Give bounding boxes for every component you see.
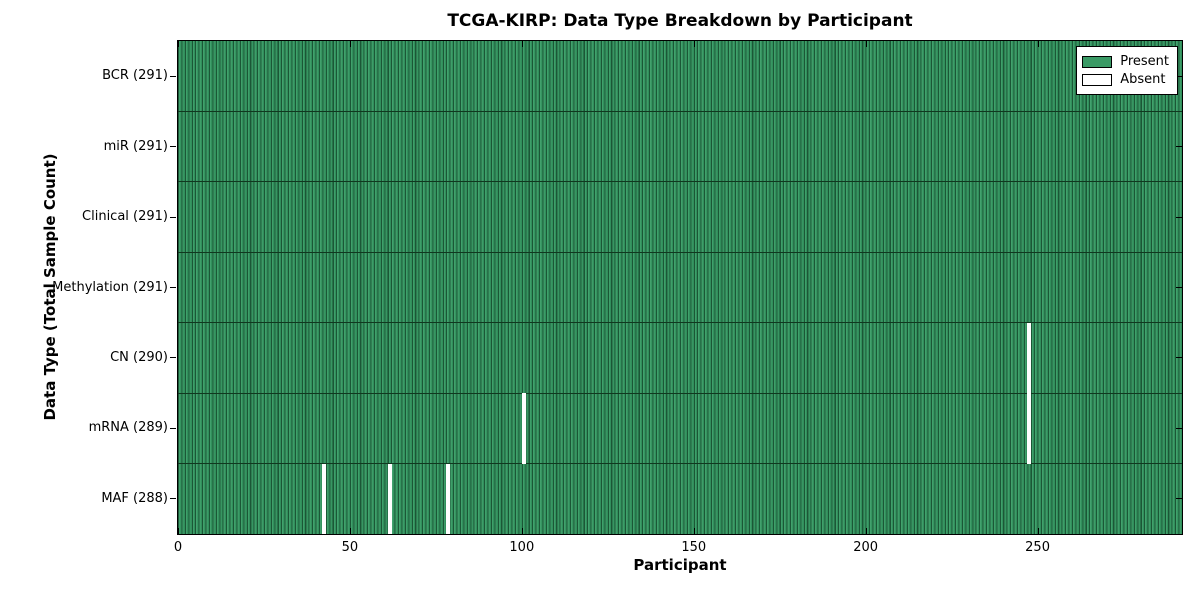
x-tick-label-100: 100 [509, 540, 535, 555]
legend-label: Present [1120, 54, 1169, 69]
x-tick-bottom-200 [865, 528, 867, 534]
y-tick-left [170, 216, 176, 218]
x-tick-label-200: 200 [853, 540, 879, 555]
legend-label: Absent [1120, 72, 1166, 87]
x-tick-top-100 [521, 41, 523, 47]
y-tick-label-Methylation: Methylation (291) [52, 279, 168, 295]
row-separator [178, 251, 1182, 253]
absent-bar-MAF-78 [446, 463, 451, 534]
plot-area: Present Absent [177, 40, 1183, 535]
row-separator [178, 463, 1182, 465]
x-tick-label-50: 50 [341, 540, 359, 555]
x-tick-top-150 [693, 41, 695, 47]
y-tick-left [170, 498, 176, 500]
absent-bar-MAF-61 [387, 463, 392, 534]
y-tick-right [1176, 146, 1182, 148]
y-tick-right [1176, 357, 1182, 359]
x-tick-top-200 [865, 41, 867, 47]
absent-bar-mRNA-100 [521, 393, 526, 464]
x-tick-bottom-150 [693, 528, 695, 534]
y-tick-left [170, 357, 176, 359]
legend-entry-present: Present [1082, 54, 1169, 69]
x-tick-bottom-100 [521, 528, 523, 534]
y-tick-left [170, 146, 176, 148]
y-tick-label-CN: CN (290) [110, 349, 168, 365]
y-tick-left [170, 427, 176, 429]
legend: Present Absent [1076, 46, 1178, 95]
y-tick-label-mRNA: mRNA (289) [88, 420, 168, 436]
absent-bar-CN-247 [1027, 322, 1032, 394]
x-tick-top-50 [349, 41, 351, 47]
x-tick-bottom-250 [1037, 528, 1039, 534]
x-tick-bottom-50 [349, 528, 351, 534]
x-tick-label-0: 0 [173, 540, 183, 555]
legend-swatch-present [1082, 55, 1113, 68]
y-tick-right [1176, 427, 1182, 429]
x-tick-label-150: 150 [681, 540, 707, 555]
x-tick-bottom-0 [178, 528, 179, 534]
absent-bar-mRNA-247 [1027, 393, 1032, 464]
x-tick-top-0 [178, 41, 179, 47]
y-tick-label-miR: miR (291) [103, 138, 168, 154]
y-tick-right [1176, 287, 1182, 288]
y-tick-right [1176, 498, 1182, 500]
row-separator [178, 322, 1182, 324]
y-tick-label-MAF: MAF (288) [101, 490, 168, 506]
y-tick-label-BCR: BCR (291) [102, 68, 168, 84]
y-tick-left [170, 287, 176, 288]
y-tick-left [170, 75, 176, 77]
row-separator [178, 181, 1182, 183]
x-tick-label-250: 250 [1025, 540, 1050, 555]
x-tick-top-250 [1037, 41, 1039, 47]
row-separator [178, 110, 1182, 112]
y-tick-right [1176, 216, 1182, 218]
x-axis-label: Participant [633, 556, 727, 574]
chart-title: TCGA-KIRP: Data Type Breakdown by Partic… [447, 11, 913, 31]
legend-entry-absent: Absent [1082, 72, 1169, 87]
y-tick-label-Clinical: Clinical (291) [82, 209, 168, 225]
y-tick-right [1176, 75, 1182, 77]
legend-swatch-absent [1082, 73, 1113, 86]
absent-bar-MAF-42 [322, 463, 327, 534]
row-separator [178, 392, 1182, 394]
